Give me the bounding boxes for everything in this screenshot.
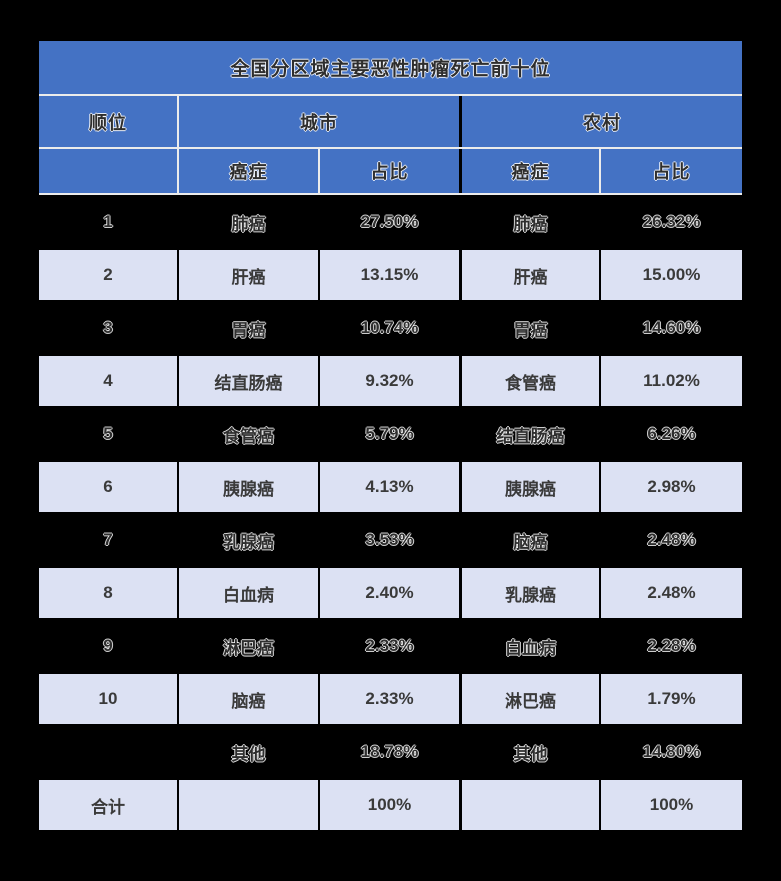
table-row: 4 结直肠癌 9.32% 食管癌 11.02%	[39, 356, 742, 406]
rural-cancer-cell: 食管癌	[459, 356, 599, 406]
rural-share-cell: 14.60%	[599, 303, 742, 353]
urban-cancer-cell: 食管癌	[177, 409, 318, 459]
urban-share-cell: 27.50%	[318, 197, 459, 247]
header-urban: 城市	[177, 96, 459, 147]
divider	[39, 94, 742, 96]
urban-cancer-cell: 白血病	[177, 568, 318, 618]
rural-cancer-cell: 淋巴癌	[459, 674, 599, 724]
rank-cell: 2	[39, 250, 177, 300]
table-row: 7 乳腺癌 3.53% 脑癌 2.48%	[39, 515, 742, 565]
rural-cancer-cell: 胃癌	[459, 303, 599, 353]
urban-cancer-cell	[177, 780, 318, 830]
urban-cancer-cell: 胃癌	[177, 303, 318, 353]
table-row: 9 淋巴癌 2.33% 白血病 2.28%	[39, 621, 742, 671]
header-row-columns: 癌症 占比 癌症 占比	[39, 149, 742, 193]
table-row: 合计 100% 100%	[39, 780, 742, 830]
header-rural: 农村	[459, 96, 742, 147]
table-row: 8 白血病 2.40% 乳腺癌 2.48%	[39, 568, 742, 618]
rural-share-cell: 26.32%	[599, 197, 742, 247]
table-row: 其他 18.78% 其他 14.80%	[39, 727, 742, 777]
rural-share-cell: 6.26%	[599, 409, 742, 459]
rural-share-cell: 2.98%	[599, 462, 742, 512]
rural-cancer-cell: 白血病	[459, 621, 599, 671]
rural-share-cell: 1.79%	[599, 674, 742, 724]
rank-cell: 4	[39, 356, 177, 406]
table-row: 5 食管癌 5.79% 结直肠癌 6.26%	[39, 409, 742, 459]
rank-cell: 9	[103, 636, 113, 655]
rank-cell: 8	[39, 568, 177, 618]
header-row-groups: 顺位 城市 农村	[39, 96, 742, 147]
urban-share-cell: 13.15%	[318, 250, 459, 300]
urban-share-cell: 2.40%	[318, 568, 459, 618]
urban-share-cell: 10.74%	[318, 303, 459, 353]
rural-share-cell: 14.80%	[599, 727, 742, 777]
urban-share-cell: 2.33%	[318, 674, 459, 724]
subheader-rank-empty	[39, 149, 177, 193]
table-rows: 1 肺癌 27.50% 肺癌 26.32% 2 肝癌 13.15% 肝癌 15.00% 3 胃癌 10.…	[39, 197, 742, 830]
table-row: 6 胰腺癌 4.13% 胰腺癌 2.98%	[39, 462, 742, 512]
urban-share-cell: 100%	[318, 780, 459, 830]
urban-share-cell: 5.79%	[318, 409, 459, 459]
rank-cell: 合计	[39, 780, 177, 830]
urban-share-cell: 18.78%	[318, 727, 459, 777]
rural-share-cell: 15.00%	[599, 250, 742, 300]
header-rank: 顺位	[89, 112, 127, 133]
urban-share-cell: 4.13%	[318, 462, 459, 512]
rural-cancer-cell: 肺癌	[459, 197, 599, 247]
table-row: 1 肺癌 27.50% 肺癌 26.32%	[39, 197, 742, 247]
divider	[39, 193, 742, 195]
table-row: 3 胃癌 10.74% 胃癌 14.60%	[39, 303, 742, 353]
urban-cancer-cell: 乳腺癌	[177, 515, 318, 565]
subheader-rural-share: 占比	[599, 149, 742, 193]
urban-cancer-cell: 胰腺癌	[177, 462, 318, 512]
divider	[39, 147, 742, 149]
rural-share-cell: 2.48%	[599, 515, 742, 565]
urban-cancer-cell: 结直肠癌	[177, 356, 318, 406]
urban-share-cell: 9.32%	[318, 356, 459, 406]
rural-share-cell: 2.28%	[599, 621, 742, 671]
rural-cancer-cell: 结直肠癌	[459, 409, 599, 459]
urban-cancer-cell: 肝癌	[177, 250, 318, 300]
subheader-rural-cancer: 癌症	[459, 149, 599, 193]
table-row: 2 肝癌 13.15% 肝癌 15.00%	[39, 250, 742, 300]
table-title: 全国分区域主要恶性肿瘤死亡前十位	[39, 41, 742, 94]
rural-cancer-cell	[459, 780, 599, 830]
urban-cancer-cell: 其他	[177, 727, 318, 777]
rank-cell: 5	[103, 424, 113, 443]
urban-share-cell: 2.33%	[318, 621, 459, 671]
rank-cell: 3	[103, 318, 113, 337]
subheader-urban-share: 占比	[318, 149, 459, 193]
urban-share-cell: 3.53%	[318, 515, 459, 565]
rank-cell: 6	[39, 462, 177, 512]
rural-cancer-cell: 其他	[459, 727, 599, 777]
table-row: 10 脑癌 2.33% 淋巴癌 1.79%	[39, 674, 742, 724]
cancer-mortality-table: 全国分区域主要恶性肿瘤死亡前十位 顺位 城市 农村 癌症 占比 癌症 占比 1 肺…	[39, 41, 742, 833]
rural-share-cell: 11.02%	[599, 356, 742, 406]
urban-cancer-cell: 淋巴癌	[177, 621, 318, 671]
rural-cancer-cell: 肝癌	[459, 250, 599, 300]
rank-cell: 1	[103, 212, 113, 231]
rank-cell: 10	[39, 674, 177, 724]
rural-share-cell: 2.48%	[599, 568, 742, 618]
rural-cancer-cell: 乳腺癌	[459, 568, 599, 618]
urban-cancer-cell: 肺癌	[177, 197, 318, 247]
rural-cancer-cell: 脑癌	[459, 515, 599, 565]
rural-cancer-cell: 胰腺癌	[459, 462, 599, 512]
rural-share-cell: 100%	[599, 780, 742, 830]
rank-cell: 7	[103, 530, 113, 549]
rank-cell	[39, 727, 177, 777]
urban-cancer-cell: 脑癌	[177, 674, 318, 724]
subheader-urban-cancer: 癌症	[177, 149, 318, 193]
